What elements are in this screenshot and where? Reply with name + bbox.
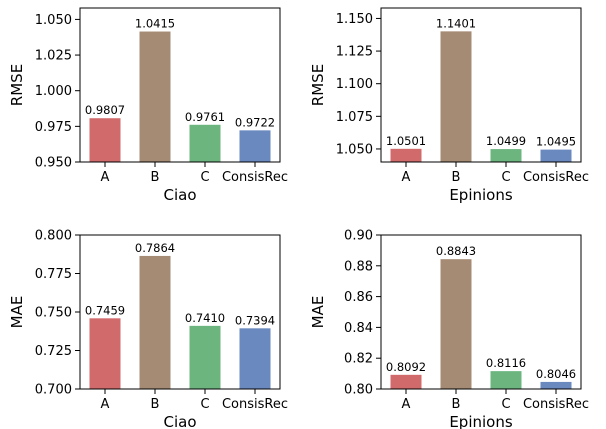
data-label: 0.8116 [486,356,526,370]
x-tick-label: B [452,170,461,185]
y-tick-label: 1.075 [336,110,373,125]
chart-panel-1: 0.9807 1.0415 0.9761 0.9722 0.950 0.975 1.000 1… [8,7,288,204]
y-tick-label: 1.050 [336,142,373,157]
y-tick-label: 0.725 [35,344,72,359]
x-axis-label: Epinions [449,413,513,429]
plot-frame [79,7,281,163]
data-label: 0.9807 [85,103,125,117]
y-tick-label: 0.800 [35,229,72,244]
x-tick-label: A [402,397,411,412]
x-tick-label: B [151,170,160,185]
y-tick-label: 0.90 [344,229,373,244]
y-tick-label: 1.100 [336,77,373,92]
x-tick-label: ConsisRec [523,397,589,412]
bar-b [139,255,171,389]
x-tick-label: C [501,170,510,185]
y-tick-label: 1.050 [35,13,72,28]
y-tick-label: 0.86 [344,290,373,305]
plot-frame [380,7,582,163]
x-tick-label: B [452,397,461,412]
x-tick-label: B [151,397,160,412]
x-tick-label: C [501,397,510,412]
y-axis-label: MAE [309,296,327,329]
y-tick-label: 0.775 [35,267,72,282]
data-label: 0.7864 [135,241,175,255]
data-label: 1.0499 [486,134,526,148]
bar-a [89,118,121,162]
x-tick-label: ConsisRec [222,170,288,185]
y-tick-label: 0.88 [344,259,373,274]
data-label: 0.9761 [185,110,225,124]
plot-frame [380,234,582,390]
data-label: 0.8843 [436,244,476,258]
data-label: 0.7459 [85,303,125,317]
x-axis-label: Ciao [163,413,196,429]
bar-consisrec [239,130,271,162]
x-tick-label: A [101,397,110,412]
bar-a [89,318,121,389]
bar-a [390,148,422,162]
data-label: 0.7394 [235,313,275,327]
x-tick-label: ConsisRec [523,170,589,185]
data-label: 1.0415 [135,17,175,31]
bar-b [139,31,171,163]
bar-consisrec [540,381,572,389]
data-label: 1.0495 [536,135,576,149]
x-tick-label: A [402,170,411,185]
y-tick-label: 0.950 [35,156,72,171]
data-label: 1.0501 [386,134,426,148]
y-tick-label: 0.80 [344,383,373,398]
chart-panel-4: 0.8092 0.8843 0.8116 0.8046 0.80 0.82 0.84 0.86… [309,229,589,429]
bar-c [490,149,522,162]
y-tick-label: 1.000 [35,84,72,99]
bar-c [189,124,221,162]
x-tick-label: C [200,170,209,185]
y-tick-label: 1.125 [336,45,373,60]
y-axis-label: RMSE [8,64,26,106]
y-tick-label: 0.82 [344,352,373,367]
data-label: 0.9722 [235,115,275,129]
data-label: 1.1401 [436,16,476,30]
data-label: 0.7410 [185,311,225,325]
bar-b [440,259,472,389]
chart-panel-3: 0.7459 0.7864 0.7410 0.7394 0.700 0.725 0.750 0… [8,229,288,429]
y-tick-label: 0.750 [35,306,72,321]
y-tick-label: 1.025 [35,49,72,64]
x-tick-label: C [200,397,209,412]
y-tick-label: 0.700 [35,383,72,398]
y-tick-label: 1.150 [336,12,373,27]
bar-b [440,31,472,162]
chart-panel-2: 1.0501 1.1401 1.0499 1.0495 1.050 1.075 1.100 1… [309,7,589,204]
data-label: 0.8046 [536,367,576,381]
y-tick-label: 0.84 [344,321,373,336]
data-label: 0.8092 [386,360,426,374]
bar-consisrec [540,149,572,162]
y-axis-label: MAE [8,296,26,329]
x-axis-label: Epinions [449,186,513,204]
x-tick-label: ConsisRec [222,397,288,412]
y-tick-label: 0.975 [35,120,72,135]
bar-a [390,374,422,389]
x-tick-label: A [101,170,110,185]
x-axis-label: Ciao [163,186,196,204]
y-axis-label: RMSE [309,64,327,106]
bar-c [490,371,522,389]
bar-consisrec [239,328,271,389]
bar-c [189,325,221,389]
